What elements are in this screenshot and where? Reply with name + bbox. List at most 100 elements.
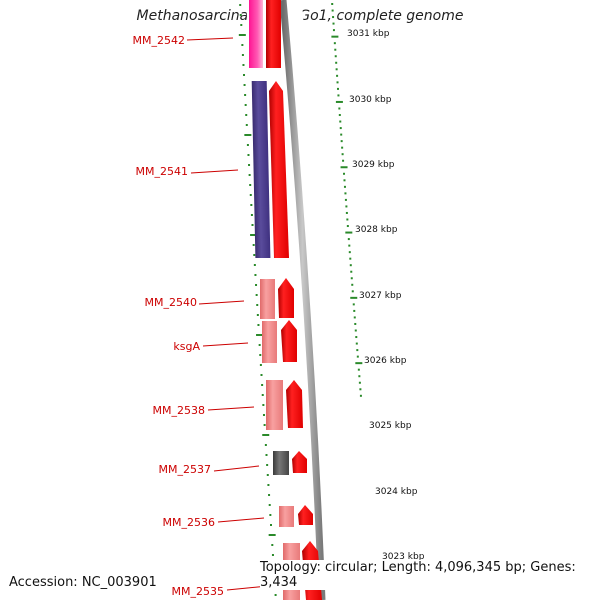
scale-tick xyxy=(355,336,358,339)
gene-MM_2541-forward[interactable] xyxy=(269,81,289,258)
scale-tick xyxy=(334,55,337,58)
gene-MM_2537-reverse[interactable] xyxy=(273,451,289,475)
inner-tick xyxy=(264,444,267,446)
gene-MM_2540-reverse[interactable] xyxy=(260,279,275,319)
gene-label[interactable]: MM_2541 xyxy=(136,165,188,178)
scale-tick xyxy=(343,179,346,182)
inner-tick xyxy=(256,334,264,336)
genome-backbone xyxy=(279,0,326,600)
accession-label: Accession: NC_003901 xyxy=(9,575,157,590)
leader-ksgA xyxy=(202,342,249,347)
inner-tick xyxy=(250,204,253,206)
scale-tick xyxy=(335,61,338,64)
inner-tick xyxy=(242,64,245,66)
scale-tick xyxy=(357,368,360,371)
inner-tick xyxy=(244,94,247,96)
scale-tick-label: 3023 kbp xyxy=(382,552,425,562)
outer-scale-ticks xyxy=(331,3,363,397)
scale-tick xyxy=(356,349,359,352)
leader-MM_2541 xyxy=(190,169,239,174)
scale-tick xyxy=(355,362,363,365)
inner-tick xyxy=(252,244,255,246)
scale-tick xyxy=(352,303,355,306)
inner-tick xyxy=(265,454,268,456)
inner-tick xyxy=(266,474,269,476)
inner-tick xyxy=(271,544,274,546)
scale-tick xyxy=(340,166,348,169)
inner-tick xyxy=(261,384,264,386)
inner-tick xyxy=(262,434,270,436)
gene-MM_2542-forward[interactable] xyxy=(266,0,281,68)
gene-MM_2536-reverse[interactable] xyxy=(279,506,294,527)
scale-tick xyxy=(345,205,348,208)
gene-MM_2542-reverse[interactable] xyxy=(249,0,263,68)
scale-tick xyxy=(355,342,358,345)
scale-tick xyxy=(339,127,342,130)
scale-tick xyxy=(354,329,357,332)
scale-tick xyxy=(346,218,349,221)
inner-tick xyxy=(267,484,270,486)
scale-tick xyxy=(351,283,354,286)
scale-tick xyxy=(344,198,347,201)
inner-tick xyxy=(263,424,266,426)
scale-tick xyxy=(331,3,334,5)
gene-MM_2538-forward[interactable] xyxy=(286,380,303,428)
scale-tick xyxy=(341,146,344,149)
forward-strand-genes xyxy=(266,0,322,600)
gene-ksgA-reverse[interactable] xyxy=(262,321,277,363)
scale-tick xyxy=(343,185,346,188)
gene-MM_2537-forward[interactable] xyxy=(292,451,307,473)
gene-MM_2541-reverse[interactable] xyxy=(251,81,271,258)
inner-tick xyxy=(269,524,272,526)
gene-label[interactable]: MM_2542 xyxy=(133,34,185,47)
scale-tick xyxy=(336,87,339,90)
inner-tick xyxy=(256,314,259,316)
gene-MM_2538-reverse[interactable] xyxy=(266,380,283,430)
gene-MM_2536-forward[interactable] xyxy=(298,505,313,525)
inner-tick xyxy=(254,274,257,276)
gene-label[interactable]: MM_2535 xyxy=(172,585,224,598)
scale-tick-label: 3027 kbp xyxy=(359,291,402,301)
gene-label[interactable]: ksgA xyxy=(173,340,200,353)
scale-tick xyxy=(346,225,349,228)
gene-label[interactable]: MM_2537 xyxy=(159,463,211,476)
inner-tick xyxy=(258,344,261,346)
inner-tick xyxy=(248,164,251,166)
scale-tick xyxy=(345,231,353,234)
gene-ksgA-forward[interactable] xyxy=(281,320,297,362)
inner-tick xyxy=(266,464,269,466)
scale-tick-label: 3026 kbp xyxy=(364,356,407,366)
inner-tick xyxy=(262,414,265,416)
inner-tick xyxy=(261,394,264,396)
scale-tick xyxy=(353,309,356,312)
scale-tick-label: 3028 kbp xyxy=(355,225,398,235)
leader-MM_2542 xyxy=(186,37,234,41)
scale-tick xyxy=(331,35,339,38)
scale-tick xyxy=(345,211,348,214)
inner-tick xyxy=(271,554,274,556)
gene-label[interactable]: MM_2536 xyxy=(163,516,215,529)
scale-tick xyxy=(358,381,361,384)
inner-tick xyxy=(241,54,244,56)
gene-label[interactable]: MM_2540 xyxy=(145,296,197,309)
scale-tick xyxy=(351,290,354,293)
scale-tick xyxy=(350,270,353,273)
scale-tick xyxy=(343,172,346,175)
inner-tick xyxy=(248,174,251,176)
scale-tick xyxy=(340,140,343,143)
inner-tick xyxy=(238,34,246,36)
inner-tick xyxy=(245,114,248,116)
leader-MM_2540 xyxy=(198,300,245,305)
inner-tick xyxy=(244,134,252,136)
inner-tick xyxy=(255,284,258,286)
scale-tick xyxy=(332,16,335,19)
inner-tick xyxy=(253,264,256,266)
gene-MM_2540-forward[interactable] xyxy=(278,278,294,318)
scale-tick xyxy=(359,394,362,397)
inner-tick xyxy=(243,84,246,86)
inner-tick xyxy=(249,184,252,186)
scale-tick xyxy=(332,22,335,25)
gene-label[interactable]: MM_2538 xyxy=(153,404,205,417)
scale-tick-label: 3031 kbp xyxy=(347,29,390,39)
